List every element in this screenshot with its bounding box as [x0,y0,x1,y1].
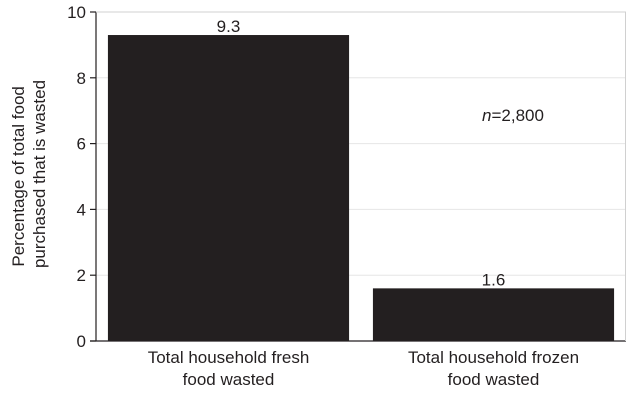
y-tick-label: 4 [77,200,86,219]
y-axis-label-line-2: purchased that is wasted [30,80,49,268]
sample-size-n: n [482,106,491,125]
y-axis-label-line-1: Percentage of total food [9,86,28,267]
category-label-line: food wasted [448,370,540,389]
sample-size-value: =2,800 [491,106,543,125]
data-label-1: 9.3 [217,17,241,36]
y-axis-label: Percentage of total food purchased that … [9,80,49,268]
y-tick-label: 10 [67,3,86,22]
category-label-line: Total household frozen [408,348,579,367]
data-label-2: 1.6 [482,270,506,289]
y-tick-label: 2 [77,266,86,285]
y-tick-label: 6 [77,135,86,154]
sample-size-annotation: n=2,800 [482,106,544,125]
y-tick-label: 8 [77,69,86,88]
bar-1 [107,35,350,341]
bars [107,35,615,341]
category-label-1: Total household fresh food wasted [148,348,310,389]
y-ticks: 0 2 4 6 8 10 [67,3,96,351]
category-label-2: Total household frozen food wasted [408,348,579,389]
data-labels: 9.3 1.6 [217,17,506,289]
bar-2 [372,288,615,341]
y-tick-label: 0 [77,332,86,351]
category-label-line: food wasted [183,370,275,389]
category-label-line: Total household fresh [148,348,310,367]
